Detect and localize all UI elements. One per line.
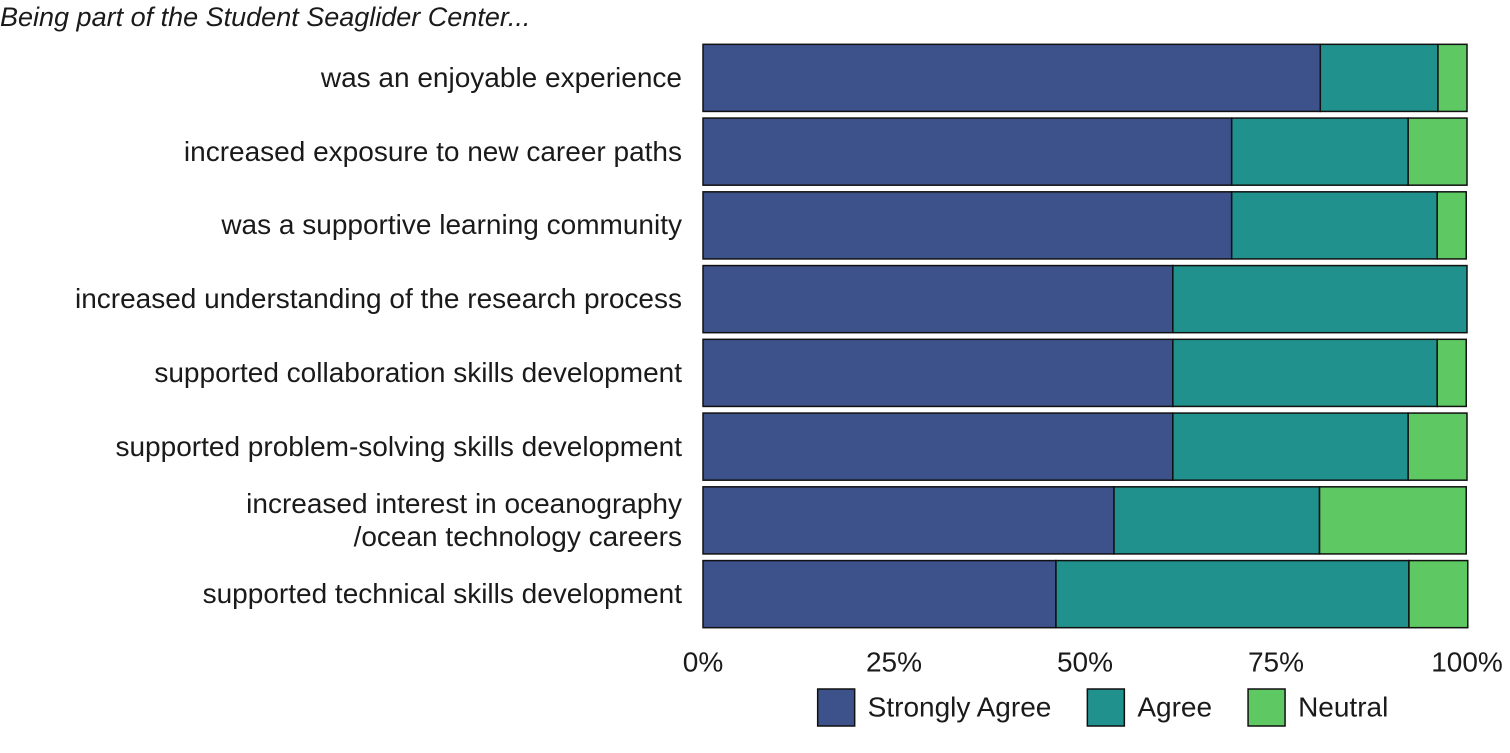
legend-label: Agree	[1137, 691, 1212, 722]
category-label: increased understanding of the research …	[74, 283, 682, 315]
x-tick-label: 100%	[1431, 646, 1503, 677]
bar-segment	[1172, 412, 1409, 481]
bar-segment	[1437, 43, 1468, 113]
category-label: was an enjoyable experience	[320, 61, 682, 93]
bar-segment	[1408, 559, 1469, 629]
legend-swatch	[816, 688, 856, 727]
x-tick-label: 0%	[683, 646, 723, 677]
chart-title: Being part of the Student Seaglider Cent…	[0, 2, 530, 32]
bar-segment	[1436, 191, 1467, 260]
legend-label: Strongly Agree	[868, 691, 1052, 722]
bar-segment	[1113, 486, 1321, 555]
x-tick-label: 75%	[1248, 646, 1304, 677]
bar-segment	[1055, 559, 1410, 629]
bar-segment	[702, 412, 1174, 481]
category-label: increased exposure to new career paths	[183, 135, 682, 167]
legend-swatch	[1247, 688, 1286, 727]
bar-segment	[1230, 191, 1438, 260]
bar-segment	[1407, 117, 1468, 186]
x-tick-label: 50%	[1057, 646, 1113, 677]
bar-segment	[1230, 117, 1409, 186]
bar-segment	[1172, 264, 1468, 334]
bar-segment	[702, 486, 1115, 555]
legend-label: Neutral	[1298, 691, 1388, 722]
bar-segment	[702, 264, 1174, 334]
bar-segment	[1318, 486, 1467, 555]
bar-segment	[702, 559, 1057, 629]
category-label: supported problem-solving skills develop…	[115, 430, 682, 462]
bar-segment	[702, 117, 1233, 186]
bar-segment	[1172, 338, 1438, 408]
bar-segment	[1319, 43, 1439, 113]
legend-swatch	[1086, 688, 1126, 727]
bar-segment	[702, 338, 1174, 408]
bar-segment	[1407, 412, 1468, 481]
bar-segment	[1436, 338, 1467, 408]
category-label: was a supportive learning community	[221, 209, 682, 241]
bar-segment	[702, 43, 1322, 113]
category-label: supported technical skills development	[202, 578, 682, 610]
category-label: increased interest in oceanography /ocea…	[246, 488, 682, 552]
bar-segment	[702, 191, 1233, 260]
x-tick-label: 25%	[866, 646, 922, 677]
category-label: supported collaboration skills developme…	[154, 356, 682, 388]
